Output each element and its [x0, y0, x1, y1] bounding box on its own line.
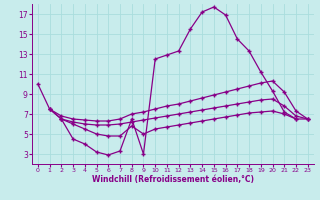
X-axis label: Windchill (Refroidissement éolien,°C): Windchill (Refroidissement éolien,°C) — [92, 175, 254, 184]
